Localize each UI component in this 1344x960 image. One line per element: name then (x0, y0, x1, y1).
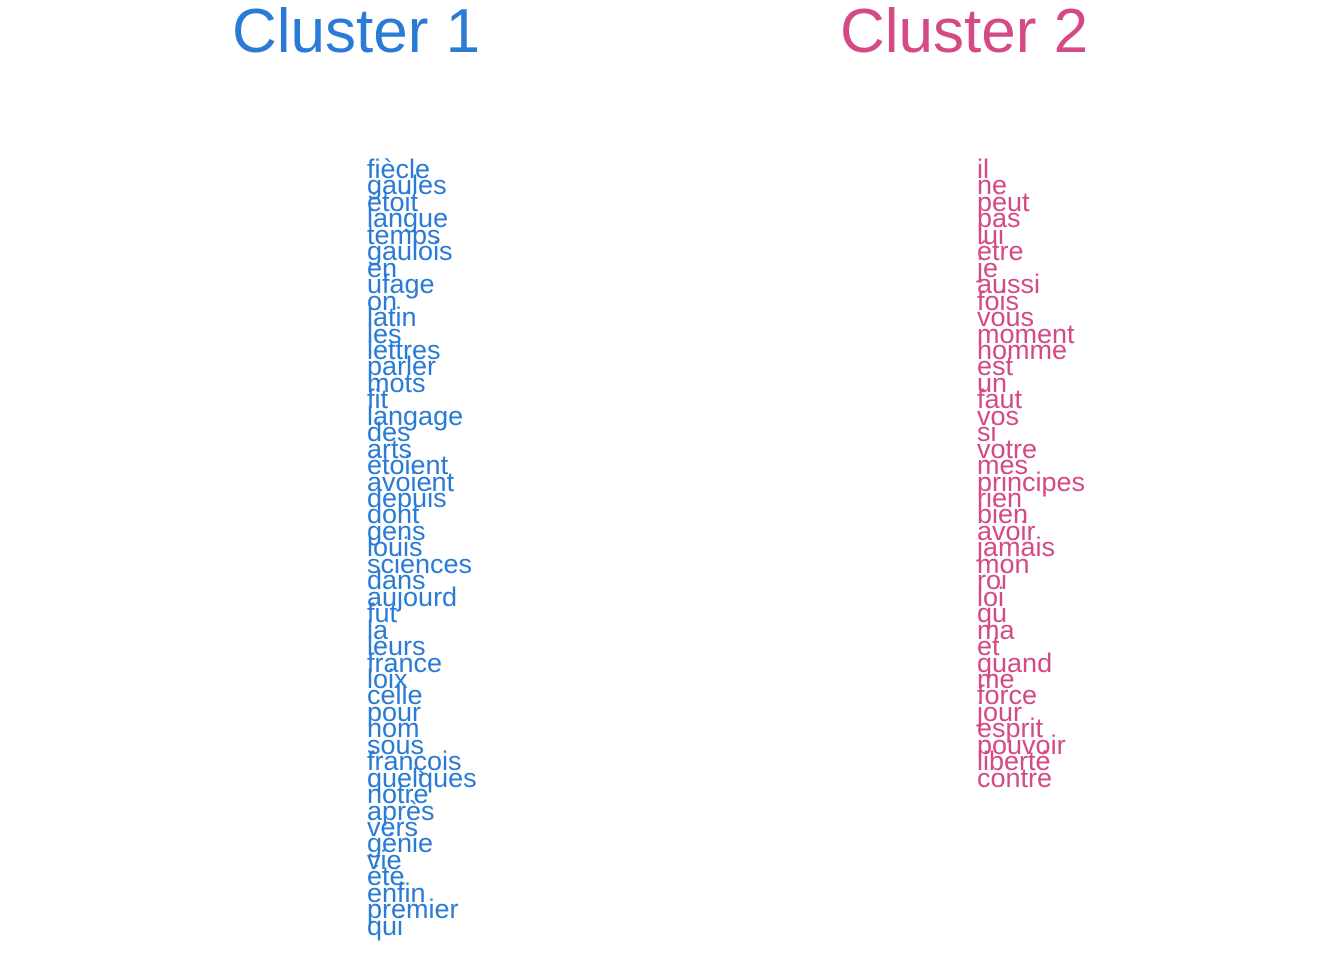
cluster-2-word: jamais (977, 532, 1056, 563)
cluster-1-word: langue (367, 203, 449, 234)
cluster-1-word: ufage (367, 269, 435, 300)
cluster-2-word: pouvoir (977, 729, 1066, 760)
cluster-2-word: un (977, 367, 1008, 398)
cluster-2-word: et (977, 631, 1000, 662)
cluster-1-word: mots (367, 367, 426, 398)
cluster-2-word: si (977, 417, 997, 448)
cluster-1-word: notre (367, 779, 429, 810)
cluster-1-word: été (367, 861, 405, 892)
cluster-1-word: france (367, 647, 443, 678)
cluster-2-word: je (977, 252, 999, 283)
cluster-1-word: latin (367, 302, 417, 333)
cluster-2-word: quand (977, 647, 1053, 678)
cluster-1-word: dont (367, 499, 420, 530)
cluster-1-word: vie (367, 844, 402, 875)
cluster-1-word: louis (367, 532, 423, 563)
cluster-1-word: parler (367, 351, 437, 382)
cluster-2-word: aussi (977, 269, 1041, 300)
cluster-1-word: avoient (367, 466, 455, 497)
cluster-2-word: mon (977, 548, 1030, 579)
cluster-2-word: lui (977, 219, 1005, 250)
cluster-2-word: fois (977, 285, 1020, 316)
cluster-2-word: être (977, 236, 1024, 267)
cluster-2-word: loi (977, 581, 1005, 612)
cluster-2-word: liberté (977, 746, 1051, 777)
cluster-2-word: homme (977, 334, 1068, 365)
cluster-2-word: vos (977, 400, 1020, 431)
cluster-2-word: vous (977, 302, 1035, 333)
cluster-1-word: fut (367, 598, 398, 629)
cluster-1-word: françois (367, 746, 462, 777)
cluster-1-word: enfin (367, 877, 426, 908)
cluster-1-word: aujourd (367, 581, 458, 612)
cluster-1-word: sous (367, 729, 425, 760)
cluster-2-word: faut (977, 384, 1023, 415)
cluster-1-word: depuis (367, 483, 447, 513)
cluster-2-word: votre (977, 433, 1038, 464)
cluster-1-word: celle (367, 680, 423, 711)
cluster-1-word: lettres (367, 334, 441, 365)
cluster-1-word: nom (367, 713, 420, 744)
cluster-2-word: est (977, 351, 1014, 382)
cluster-2-word: bien (977, 499, 1029, 530)
cluster-2-word: moment (977, 318, 1075, 349)
cluster-2-word: mes (977, 450, 1029, 481)
cluster-1-word: arts (367, 433, 413, 464)
cluster-1-word: les (367, 318, 402, 349)
cluster-1-word: gaulois (367, 236, 453, 267)
cluster-2-word: pas (977, 203, 1021, 234)
cluster-1-word: fiècle (367, 154, 431, 184)
cluster-1-word: étoit (367, 186, 419, 217)
cluster-2-word: contre (977, 762, 1053, 793)
cluster-2-word: jour (977, 696, 1023, 727)
cluster-1-word: pour (367, 696, 422, 727)
cluster-1-word: après (367, 795, 435, 826)
cluster-2-word: me (977, 663, 1015, 694)
cluster-1-word: gaules (367, 170, 447, 201)
cluster-1-word: étoient (367, 450, 449, 481)
cluster-2-word: avoir (977, 515, 1036, 546)
cluster-1-word: premier (367, 894, 459, 925)
cluster-2-word: qu (977, 598, 1008, 629)
cluster-1-word: quelques (367, 762, 477, 793)
cluster-1-word: dans (367, 565, 426, 596)
cluster-1-word: génie (367, 828, 434, 859)
cluster-1-word: la (367, 614, 389, 645)
cluster-1-word: gens (367, 515, 426, 546)
cluster-1-word: des (367, 417, 411, 448)
cluster-2-word: ma (977, 614, 1015, 645)
cluster-1-word: qui (367, 910, 404, 941)
cluster-2-word: roi (977, 565, 1008, 596)
cluster-1-word: on (367, 285, 398, 316)
cluster-2-word: peut (977, 186, 1030, 217)
cluster-1-word: langage (367, 400, 464, 431)
cluster-2-word: il (977, 154, 989, 184)
cluster-2-word: ne (977, 170, 1008, 201)
cluster-2-title: Cluster 2 (840, 0, 1089, 66)
cluster-2-word: rien (977, 483, 1023, 513)
cluster-2-word: force (977, 680, 1038, 711)
cluster-1-word: en (367, 252, 398, 283)
cluster-1-word: vers (367, 812, 419, 842)
cluster-1-word: leurs (367, 631, 426, 662)
cluster-1-title: Cluster 1 (232, 0, 481, 66)
cluster-2-word: esprit (977, 713, 1044, 744)
cluster-1-word: loix (367, 663, 408, 694)
cluster-1-word: temps (367, 219, 441, 250)
cluster-2-word: principes (977, 466, 1086, 497)
cluster-1-word: fit (367, 384, 389, 415)
cluster-1-word: sciences (367, 548, 473, 579)
